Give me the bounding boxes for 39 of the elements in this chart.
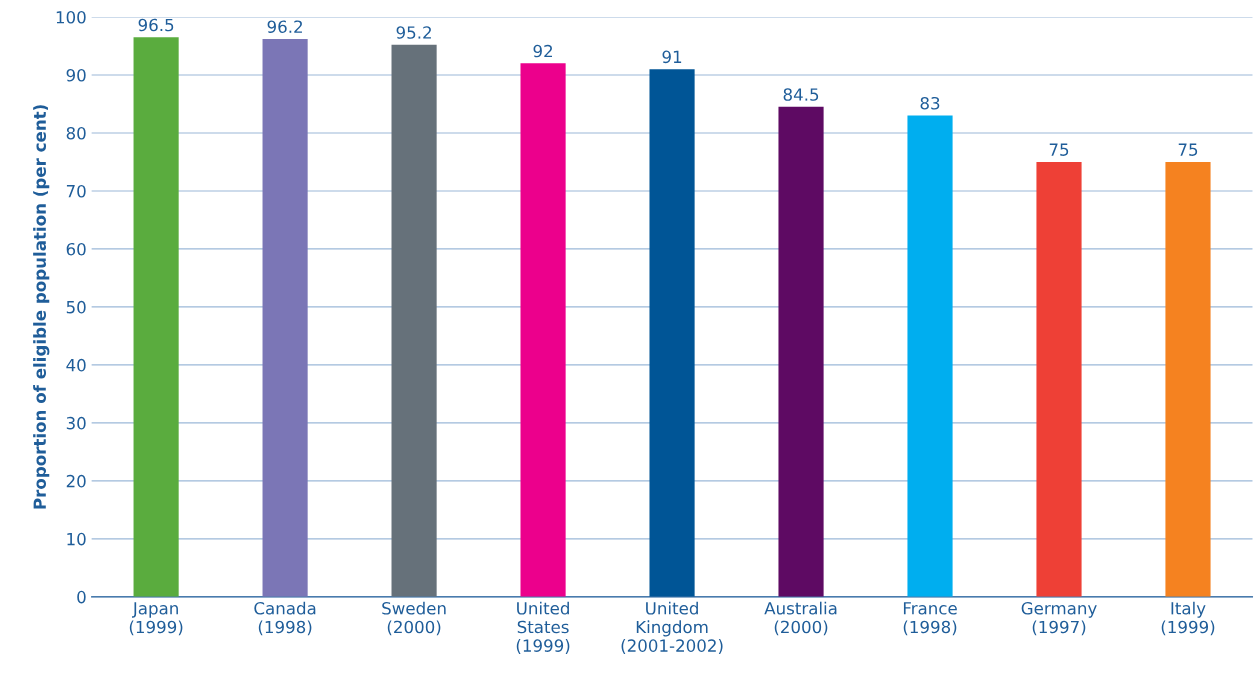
bar bbox=[907, 115, 953, 597]
y-tick-label: 10 bbox=[67, 532, 86, 546]
data-label: 83 bbox=[920, 96, 940, 110]
y-tick-label: 0 bbox=[77, 590, 86, 604]
data-label: 75 bbox=[1049, 143, 1069, 156]
y-tick-label: 80 bbox=[66, 126, 86, 140]
bar bbox=[133, 37, 179, 597]
y-tick-label: 60 bbox=[66, 242, 86, 256]
data-label: 95.2 bbox=[396, 26, 431, 39]
x-tick-label: Australia (2000) bbox=[764, 601, 837, 636]
data-label: 84.5 bbox=[783, 88, 819, 101]
x-tick-label: Japan (1999) bbox=[129, 602, 183, 636]
bar bbox=[262, 39, 308, 597]
bar bbox=[778, 106, 824, 597]
bar bbox=[1036, 161, 1082, 597]
data-label: 91 bbox=[662, 50, 682, 64]
y-tick-label: 30 bbox=[66, 416, 86, 430]
x-tick-label: United Kingdom (2001-2002) bbox=[621, 601, 723, 654]
bar bbox=[391, 44, 437, 597]
x-tick-label: Germany (1997) bbox=[1021, 602, 1097, 636]
data-label: 92 bbox=[533, 44, 552, 58]
x-tick-label: United States (1999) bbox=[516, 601, 570, 654]
y-tick-label: 40 bbox=[66, 358, 86, 372]
x-tick-label: Sweden (2000) bbox=[382, 601, 446, 636]
bar bbox=[1165, 161, 1211, 597]
x-tick-label: Italy (1999) bbox=[1161, 601, 1215, 636]
data-label: 96.5 bbox=[138, 18, 174, 32]
data-label: 75 bbox=[1178, 143, 1198, 156]
x-tick-label: Canada (1998) bbox=[254, 601, 316, 636]
x-tick-label: France (1998) bbox=[903, 602, 957, 636]
y-axis-title: Proportion of eligible population (per cent) bbox=[33, 105, 50, 509]
y-tick-label: 70 bbox=[66, 184, 86, 198]
bar bbox=[649, 69, 695, 597]
y-tick-label: 20 bbox=[66, 474, 86, 488]
y-tick-label: 50 bbox=[66, 300, 86, 314]
y-tick-label: 100 bbox=[56, 10, 86, 24]
data-label: 96.2 bbox=[267, 20, 302, 33]
bar bbox=[520, 63, 566, 597]
y-tick-label: 90 bbox=[66, 68, 86, 82]
